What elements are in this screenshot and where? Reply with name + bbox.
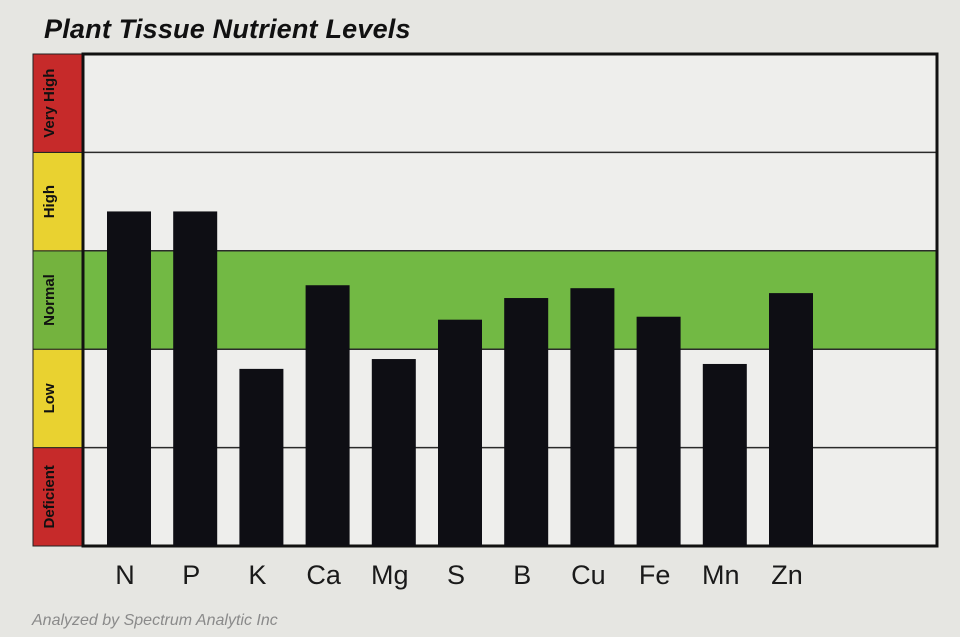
band-scale: Deficient Low Normal High Very High (32, 53, 84, 547)
bar-zn (769, 293, 813, 546)
band-label-very-high: Very High (41, 69, 58, 138)
bar-p (173, 211, 218, 546)
x-tick-label-mn: Mn (702, 560, 740, 590)
x-tick-label-ca: Ca (306, 560, 341, 590)
bar-mg (371, 359, 416, 546)
x-tick-label-n: N (115, 560, 135, 590)
band-deficient (32, 447, 84, 547)
bar-k (239, 368, 284, 546)
footer-credit: Analyzed by Spectrum Analytic Inc (32, 612, 278, 629)
x-tick-label-mg: Mg (371, 560, 409, 590)
band-label-low: Low (41, 383, 58, 413)
band-normal (32, 250, 84, 350)
x-tick-label-zn: Zn (771, 560, 803, 590)
band-label-high: High (41, 185, 58, 218)
chart-title: Plant Tissue Nutrient Levels (44, 14, 411, 44)
x-tick-labels: N P K Ca Mg S B Cu Fe Mn Zn (115, 560, 803, 590)
band-very-high (32, 53, 84, 153)
x-tick-label-b: B (513, 560, 531, 590)
bar-cu (570, 288, 615, 546)
band-label-deficient: Deficient (41, 465, 58, 528)
x-tick-label-s: S (447, 560, 465, 590)
bar-b (504, 298, 549, 546)
band-label-normal: Normal (41, 274, 58, 326)
bar-ca (305, 285, 350, 546)
bar-n (107, 211, 151, 546)
bar-mn (702, 363, 747, 546)
x-tick-label-k: K (248, 560, 266, 590)
bar-s (438, 319, 482, 546)
x-tick-label-p: P (182, 560, 200, 590)
bar-fe (636, 316, 681, 546)
band-high (32, 151, 84, 252)
bars (107, 211, 813, 546)
x-tick-label-cu: Cu (571, 560, 606, 590)
x-tick-label-fe: Fe (639, 560, 671, 590)
